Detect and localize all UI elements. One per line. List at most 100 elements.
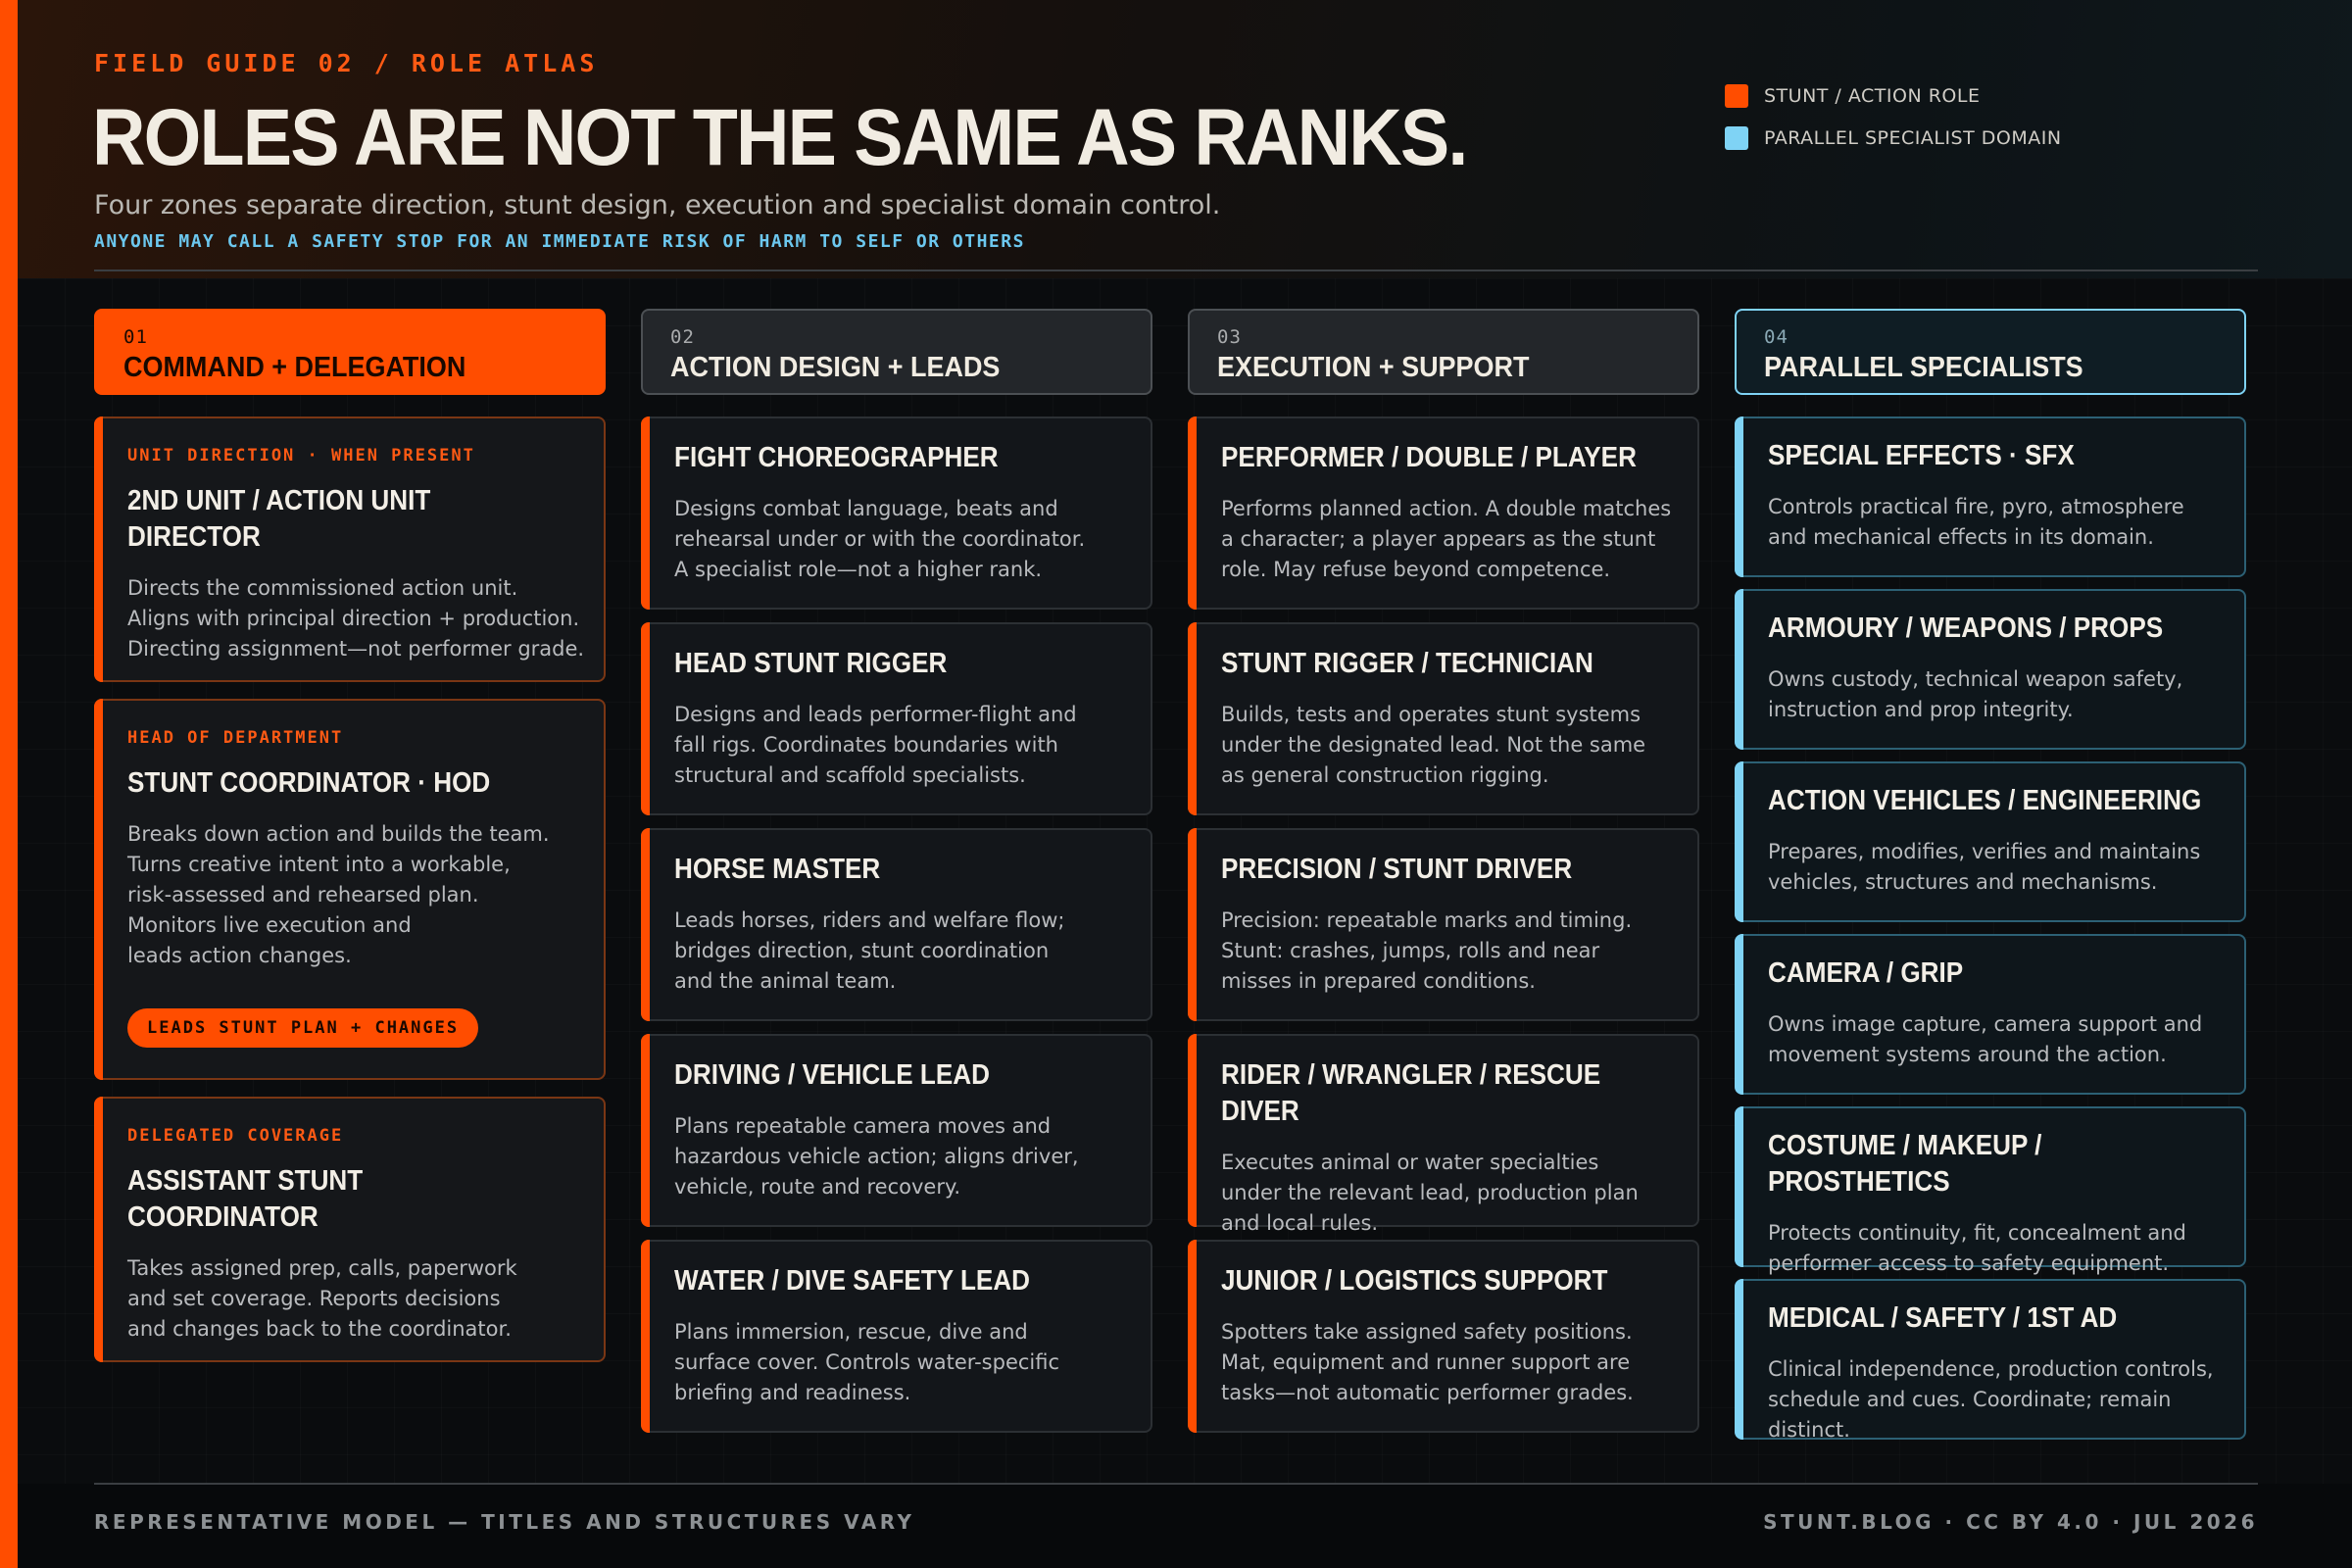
role-card: WATER / DIVE SAFETY LEAD Plans immersion… (641, 1240, 1152, 1433)
card-title: ARMOURY / WEAPONS / PROPS (1768, 612, 2164, 644)
column-command: 01 COMMAND + DELEGATION UNIT DIRECTION ·… (94, 309, 606, 1362)
footer-divider (94, 1483, 2258, 1485)
legend-swatch-orange (1725, 83, 1748, 108)
card-edge (641, 1240, 650, 1433)
card-description: Owns image capture, camera support and m… (1768, 1012, 2203, 1066)
card-description: Prepares, modifies, verifies and maintai… (1768, 840, 2201, 894)
page-subtitle: Four zones separate direction, stunt des… (94, 190, 1221, 220)
page-title: ROLES ARE NOT THE SAME AS RANKS. (92, 93, 1468, 182)
card-title: WATER / DIVE SAFETY LEAD (674, 1265, 1031, 1297)
stunt-plan-badge: LEADS STUNT PLAN + CHANGES (127, 1008, 479, 1048)
role-card: PRECISION / STUNT DRIVER Precision: repe… (1188, 828, 1699, 1021)
card-title: HORSE MASTER (674, 854, 881, 885)
legend-swatch-blue (1725, 125, 1748, 150)
footer-disclaimer: REPRESENTATIVE MODEL — TITLES AND STRUCT… (94, 1510, 915, 1534)
column-number: 03 (1217, 326, 1242, 348)
card-title: 2ND UNIT / ACTION UNIT DIRECTOR (127, 485, 431, 553)
card-edge (641, 1034, 650, 1227)
card-title: STUNT COORDINATOR · HOD (127, 767, 491, 799)
card-edge (1735, 589, 1743, 750)
specialist-card: SPECIAL EFFECTS · SFX Controls practical… (1735, 416, 2246, 577)
card-title: HEAD STUNT RIGGER (674, 648, 948, 679)
role-card: FIGHT CHOREOGRAPHER Designs combat langu… (641, 416, 1152, 610)
card-title: STUNT RIGGER / TECHNICIAN (1221, 648, 1593, 679)
card-title: DRIVING / VEHICLE LEAD (674, 1059, 990, 1091)
specialist-card: MEDICAL / SAFETY / 1ST AD Clinical indep… (1735, 1279, 2246, 1442)
card-title: ASSISTANT STUNT COORDINATOR (127, 1165, 364, 1233)
column-header: 04 PARALLEL SPECIALISTS (1735, 309, 2246, 395)
role-card: HEAD STUNT RIGGER Designs and leads perf… (641, 622, 1152, 815)
card-edge (1188, 1034, 1197, 1227)
role-card: RIDER / WRANGLER / RESCUE DIVER Executes… (1188, 1034, 1699, 1235)
role-card: DRIVING / VEHICLE LEAD Plans repeatable … (641, 1034, 1152, 1227)
column-number: 01 (123, 326, 148, 348)
card-edge (1735, 761, 1743, 922)
card-description: Executes animal or water specialties und… (1221, 1151, 1639, 1235)
card-edge (1188, 1240, 1197, 1433)
legend-label: PARALLEL SPECIALIST DOMAIN (1764, 126, 2062, 149)
card-title: COSTUME / MAKEUP / PROSTHETICS (1768, 1130, 2042, 1198)
card-description: Clinical independence, production contro… (1768, 1357, 2214, 1442)
legend-item-specialist: PARALLEL SPECIALIST DOMAIN (1725, 117, 2062, 159)
card-tag: DELEGATED COVERAGE (127, 1126, 344, 1146)
role-card: PERFORMER / DOUBLE / PLAYER Performs pla… (1188, 416, 1699, 610)
card-description: Breaks down action and builds the team. … (127, 822, 550, 967)
card-edge (1188, 828, 1197, 1021)
card-title: CAMERA / GRIP (1768, 957, 1964, 989)
card-title: FIGHT CHOREOGRAPHER (674, 442, 999, 473)
card-description: Designs and leads performer-flight and f… (674, 703, 1077, 787)
card-edge (1735, 416, 1743, 577)
card-title: ACTION VEHICLES / ENGINEERING (1768, 785, 2202, 816)
safety-notice: ANYONE MAY CALL A SAFETY STOP FOR AN IMM… (94, 231, 1025, 252)
card-edge (1188, 622, 1197, 815)
card-edge (641, 416, 650, 610)
card-title: PRECISION / STUNT DRIVER (1221, 854, 1573, 885)
card-description: Performs planned action. A double matche… (1221, 497, 1672, 581)
card-tag: UNIT DIRECTION · WHEN PRESENT (127, 446, 475, 466)
role-card: HEAD OF DEPARTMENT STUNT COORDINATOR · H… (94, 699, 606, 1080)
card-edge (1188, 416, 1197, 610)
card-tag: HEAD OF DEPARTMENT (127, 728, 344, 748)
card-description: Takes assigned prep, calls, paperwork an… (127, 1256, 517, 1341)
footer-credit: STUNT.BLOG · CC BY 4.0 · JUL 2026 (1763, 1510, 2258, 1534)
card-description: Owns custody, technical weapon safety, i… (1768, 667, 2183, 721)
legend-item-stunt: STUNT / ACTION ROLE (1725, 74, 2062, 117)
card-description: Spotters take assigned safety positions.… (1221, 1320, 1634, 1404)
card-title: RIDER / WRANGLER / RESCUE DIVER (1221, 1059, 1601, 1127)
card-description: Plans immersion, rescue, dive and surfac… (674, 1320, 1060, 1404)
column-specialists: 04 PARALLEL SPECIALISTS SPECIAL EFFECTS … (1735, 309, 2246, 1442)
card-edge (94, 416, 103, 682)
column-header: 01 COMMAND + DELEGATION (94, 309, 606, 395)
column-header: 02 ACTION DESIGN + LEADS (641, 309, 1152, 395)
role-card: JUNIOR / LOGISTICS SUPPORT Spotters take… (1188, 1240, 1699, 1433)
specialist-card: COSTUME / MAKEUP / PROSTHETICS Protects … (1735, 1106, 2246, 1275)
header-background (18, 0, 2352, 278)
column-number: 02 (670, 326, 695, 348)
column-title: ACTION DESIGN + LEADS (670, 352, 1001, 383)
column-title: EXECUTION + SUPPORT (1217, 352, 1530, 383)
card-description: Controls practical fire, pyro, atmospher… (1768, 495, 2184, 549)
card-description: Precision: repeatable marks and timing. … (1221, 908, 1633, 993)
card-edge (1735, 1106, 1743, 1267)
card-description: Builds, tests and operates stunt systems… (1221, 703, 1646, 787)
card-title: SPECIAL EFFECTS · SFX (1768, 440, 2075, 471)
left-accent-bar (0, 0, 18, 1568)
card-edge (1735, 934, 1743, 1095)
legend-label: STUNT / ACTION ROLE (1764, 84, 1981, 107)
card-edge (641, 828, 650, 1021)
card-edge (1735, 1279, 1743, 1440)
role-card: UNIT DIRECTION · WHEN PRESENT 2ND UNIT /… (94, 416, 606, 682)
column-header: 03 EXECUTION + SUPPORT (1188, 309, 1699, 395)
card-description: Directs the commissioned action unit. Al… (127, 576, 585, 661)
card-edge (94, 699, 103, 1080)
card-description: Protects continuity, fit, concealment an… (1768, 1221, 2186, 1275)
column-title: COMMAND + DELEGATION (123, 352, 466, 383)
specialist-card: ACTION VEHICLES / ENGINEERING Prepares, … (1735, 761, 2246, 922)
legend: STUNT / ACTION ROLE PARALLEL SPECIALIST … (1725, 74, 2062, 159)
card-description: Plans repeatable camera moves and hazard… (674, 1114, 1079, 1199)
card-title: JUNIOR / LOGISTICS SUPPORT (1221, 1265, 1608, 1297)
card-description: Leads horses, riders and welfare flow; b… (674, 908, 1065, 993)
column-title: PARALLEL SPECIALISTS (1764, 352, 2083, 383)
specialist-card: CAMERA / GRIP Owns image capture, camera… (1735, 934, 2246, 1095)
role-card: DELEGATED COVERAGE ASSISTANT STUNT COORD… (94, 1097, 606, 1362)
